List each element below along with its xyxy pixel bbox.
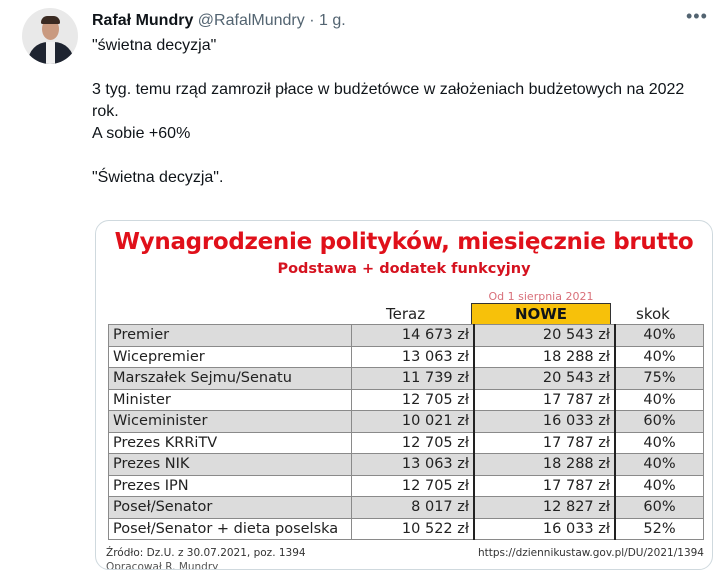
author-name[interactable]: Rafał Mundry — [92, 12, 194, 29]
table-row: Prezes KRRiTV 12 705 zł 17 787 zł 40% — [108, 431, 704, 454]
author-handle[interactable]: @RafalMundry — [197, 12, 305, 29]
avatar-shirt — [46, 42, 55, 64]
cell-position: Poseł/Senator — [108, 496, 352, 519]
cell-position: Minister — [108, 388, 352, 411]
cell-position: Wicepremier — [108, 345, 352, 368]
table-row: Wiceminister 10 021 zł 16 033 zł 60% — [108, 410, 704, 433]
cell-teraz: 12 705 zł — [351, 474, 475, 497]
col-header-nowe: NOWE — [471, 303, 611, 325]
cell-position: Wiceminister — [108, 410, 352, 433]
cell-teraz: 14 673 zł — [351, 324, 475, 347]
cell-nowe: 20 543 zł — [473, 367, 616, 390]
cell-skok: 60% — [614, 410, 704, 433]
cell-nowe: 16 033 zł — [473, 517, 616, 540]
cell-skok: 40% — [614, 453, 704, 476]
tweet-line: "Świetna decyzja". — [92, 169, 224, 186]
tweet-line: A sobie +60% — [92, 125, 191, 142]
cell-skok: 60% — [614, 496, 704, 519]
avatar[interactable] — [22, 8, 78, 64]
image-subtitle: Podstawa + dodatek funkcyjny — [277, 261, 531, 277]
table-row: Prezes IPN 12 705 zł 17 787 zł 40% — [108, 474, 704, 497]
cell-teraz: 12 705 zł — [351, 431, 475, 454]
avatar-hair — [41, 16, 60, 24]
cell-teraz: 13 063 zł — [351, 453, 475, 476]
table-row: Premier 14 673 zł 20 543 zł 40% — [108, 324, 704, 347]
cell-teraz: 13 063 zł — [351, 345, 475, 368]
cell-teraz: 11 739 zł — [351, 367, 475, 390]
cell-nowe: 12 827 zł — [473, 496, 616, 519]
tweet-image[interactable]: Wynagrodzenie polityków, miesięcznie bru… — [95, 220, 713, 570]
salary-table: Premier 14 673 zł 20 543 zł 40% Wicepremier 1… — [108, 324, 704, 540]
image-title: Wynagrodzenie polityków, miesięcznie bru… — [114, 229, 694, 255]
table-row: Prezes NIK 13 063 zł 18 288 zł 40% — [108, 453, 704, 476]
cell-skok: 75% — [614, 367, 704, 390]
cell-teraz: 8 017 zł — [351, 496, 475, 519]
cell-skok: 52% — [614, 517, 704, 540]
tweet-time[interactable]: · 1 g. — [309, 12, 346, 29]
cell-skok: 40% — [614, 388, 704, 411]
col-header-skok: skok — [636, 305, 670, 323]
cell-position: Prezes NIK — [108, 453, 352, 476]
cell-nowe: 20 543 zł — [473, 324, 616, 347]
table-row: Poseł/Senator + dieta poselska 10 522 zł 1… — [108, 517, 704, 540]
cell-teraz: 10 021 zł — [351, 410, 475, 433]
cell-skok: 40% — [614, 474, 704, 497]
cell-nowe: 17 787 zł — [473, 388, 616, 411]
tweet-line: 3 tyg. temu rząd zamroził płace w budżet… — [92, 81, 685, 120]
table-row: Marszałek Sejmu/Senatu 11 739 zł 20 543 zł… — [108, 367, 704, 390]
cell-nowe: 18 288 zł — [473, 345, 616, 368]
cell-teraz: 10 522 zł — [351, 517, 475, 540]
table-row: Minister 12 705 zł 17 787 zł 40% — [108, 388, 704, 411]
tweet-line: "świetna decyzja" — [92, 37, 217, 54]
cell-nowe: 17 787 zł — [473, 431, 616, 454]
cell-teraz: 12 705 zł — [351, 388, 475, 411]
tweet-header: Rafał Mundry @RafalMundry · 1 g. — [92, 10, 346, 32]
cell-skok: 40% — [614, 431, 704, 454]
cell-nowe: 17 787 zł — [473, 474, 616, 497]
source-text: Źródło: Dz.U. z 30.07.2021, poz. 1394 — [106, 547, 306, 559]
table-row: Wicepremier 13 063 zł 18 288 zł 40% — [108, 345, 704, 368]
cell-position: Marszałek Sejmu/Senatu — [108, 367, 352, 390]
new-note: Od 1 sierpnia 2021 — [488, 290, 594, 303]
credit-text: Opracował R. Mundry — [106, 561, 219, 570]
tweet-text: "świetna decyzja" 3 tyg. temu rząd zamro… — [92, 35, 712, 189]
more-horizontal-icon[interactable]: ••• — [686, 6, 708, 26]
source-url: https://dziennikustaw.gov.pl/DU/2021/139… — [477, 547, 704, 559]
cell-nowe: 16 033 zł — [473, 410, 616, 433]
col-header-teraz: Teraz — [386, 305, 426, 323]
cell-position: Prezes IPN — [108, 474, 352, 497]
cell-position: Poseł/Senator + dieta poselska — [108, 517, 352, 540]
cell-nowe: 18 288 zł — [473, 453, 616, 476]
cell-position: Prezes KRRiTV — [108, 431, 352, 454]
table-row: Poseł/Senator 8 017 zł 12 827 zł 60% — [108, 496, 704, 519]
cell-skok: 40% — [614, 345, 704, 368]
cell-skok: 40% — [614, 324, 704, 347]
cell-position: Premier — [108, 324, 352, 347]
